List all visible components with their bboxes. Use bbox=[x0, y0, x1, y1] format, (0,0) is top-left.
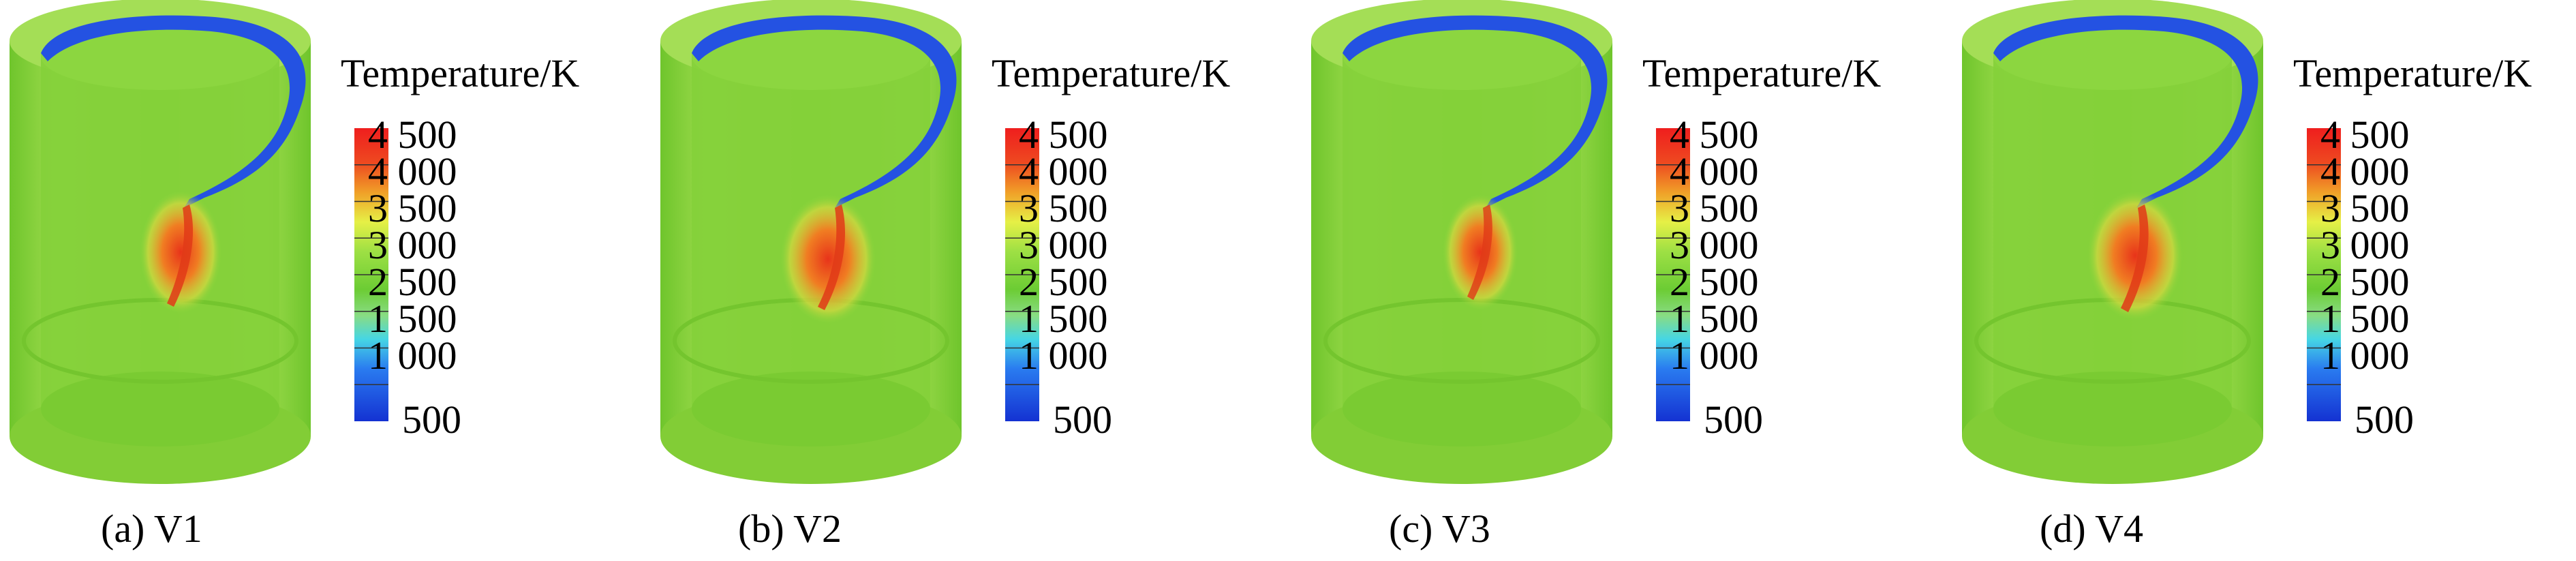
colorbar-tick: 2 500 bbox=[1019, 260, 1108, 304]
colorbar-tick: 500 bbox=[402, 397, 461, 442]
colorbar-tick: 4 000 bbox=[368, 149, 457, 194]
colorbar-tick: 4 000 bbox=[2320, 149, 2410, 194]
colorbar-tick: 1 000 bbox=[2320, 333, 2410, 378]
colorbar-tick: 4 500 bbox=[2320, 112, 2410, 157]
colorbar bbox=[354, 128, 388, 421]
colorbar-tick: 1 000 bbox=[1019, 333, 1108, 378]
colorbar-tick: 4 000 bbox=[1019, 149, 1108, 194]
colorbar bbox=[1005, 128, 1039, 421]
colorbar bbox=[2307, 128, 2341, 421]
colorbar-tick: 1 000 bbox=[368, 333, 457, 378]
colorbar-tick: 3 500 bbox=[368, 186, 457, 230]
cylinder-temperature-plot bbox=[10, 0, 311, 484]
panel-caption: (b) V2 bbox=[738, 506, 842, 551]
colorbar-tick: 1 500 bbox=[368, 297, 457, 341]
panel-caption: (d) V4 bbox=[2040, 506, 2143, 551]
colorbar-title: Temperature/K bbox=[341, 51, 580, 95]
colorbar-tick: 4 000 bbox=[1670, 149, 1759, 194]
colorbar-tick: 1 500 bbox=[1019, 297, 1108, 341]
colorbar-tick: 1 500 bbox=[2320, 297, 2410, 341]
colorbar-tick: 3 500 bbox=[2320, 186, 2410, 230]
colorbar-tick: 3 000 bbox=[1670, 223, 1759, 267]
panel-caption: (a) V1 bbox=[101, 506, 202, 551]
panel-v4: Temperature/K bbox=[1952, 0, 2576, 561]
colorbar-tick: 3 500 bbox=[1670, 186, 1759, 230]
colorbar-tick: 500 bbox=[1704, 397, 1763, 442]
colorbar-title: Temperature/K bbox=[2293, 51, 2532, 95]
colorbar-tick: 2 500 bbox=[368, 260, 457, 304]
colorbar-tick: 3 000 bbox=[2320, 223, 2410, 267]
colorbar-tick: 3 000 bbox=[1019, 223, 1108, 267]
colorbar-tick: 4 500 bbox=[1670, 112, 1759, 157]
colorbar-tick: 4 500 bbox=[368, 112, 457, 157]
colorbar-tick: 1 500 bbox=[1670, 297, 1759, 341]
colorbar-tick: 3 000 bbox=[368, 223, 457, 267]
panel-caption: (c) V3 bbox=[1389, 506, 1490, 551]
colorbar-title: Temperature/K bbox=[1642, 51, 1882, 95]
colorbar-tick: 2 500 bbox=[2320, 260, 2410, 304]
panel-v2: Temperature/K bbox=[651, 0, 1295, 561]
colorbar-tick: 2 500 bbox=[1670, 260, 1759, 304]
cylinder-temperature-plot bbox=[1311, 0, 1612, 484]
colorbar-tick: 4 500 bbox=[1019, 112, 1108, 157]
colorbar-title: Temperature/K bbox=[992, 51, 1231, 95]
panel-v3: Temperature/K bbox=[1302, 0, 1946, 561]
cylinder-temperature-plot bbox=[1962, 0, 2263, 484]
colorbar-tick: 500 bbox=[2355, 397, 2414, 442]
cylinder-temperature-plot bbox=[660, 0, 962, 484]
colorbar bbox=[1656, 128, 1690, 421]
colorbar-tick: 500 bbox=[1053, 397, 1112, 442]
colorbar-tick: 3 500 bbox=[1019, 186, 1108, 230]
colorbar-tick: 1 000 bbox=[1670, 333, 1759, 378]
panel-v1: Temperature/K bbox=[0, 0, 644, 561]
